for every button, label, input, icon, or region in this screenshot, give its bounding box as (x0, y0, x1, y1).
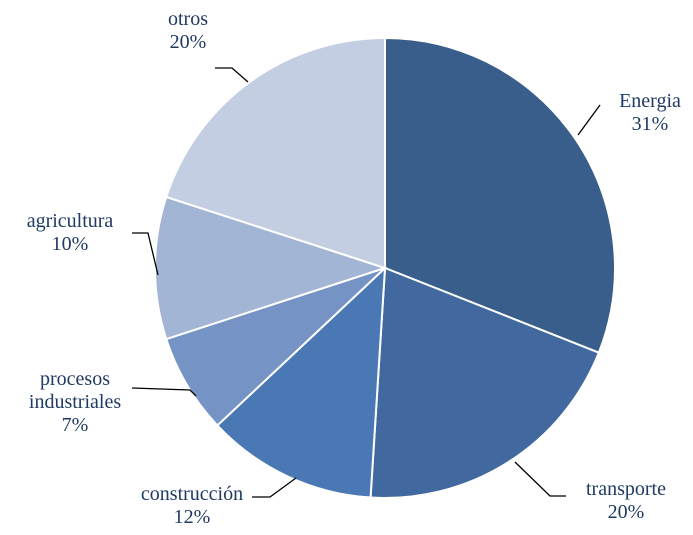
leader-line (132, 232, 159, 276)
leader-line (131, 387, 197, 397)
percent-label: 20% (607, 501, 645, 523)
category-name: agricultura (26, 210, 114, 232)
percent-label: 7% (61, 414, 89, 436)
category-name: transporte (586, 478, 666, 500)
percent-label: 12% (173, 506, 211, 528)
leader-line (577, 104, 601, 136)
leader-line (252, 477, 297, 498)
pie-slice (164, 36, 386, 270)
category-name: Energia (619, 90, 681, 112)
category-name: construcción (140, 483, 244, 505)
category-name: otros (168, 8, 208, 30)
pie-slice (215, 265, 387, 499)
percent-label: 31% (631, 113, 669, 135)
pie-slice (369, 266, 601, 499)
pie-slice (384, 36, 616, 354)
slice-label: otros 20% (148, 8, 228, 54)
pie-slice (164, 267, 386, 427)
leader-line (215, 67, 249, 83)
category-name: procesos industriales (28, 368, 122, 413)
slice-label: agricultura 10% (5, 210, 135, 256)
slice-label: Energia 31% (595, 90, 693, 136)
percent-label: 20% (169, 31, 207, 53)
percent-label: 10% (51, 233, 89, 255)
slice-label: procesos industriales 7% (10, 368, 140, 437)
leader-line (514, 461, 566, 497)
pie-slice (154, 195, 389, 341)
slice-label: transporte 20% (566, 478, 686, 524)
slice-label: construcción 12% (112, 483, 272, 529)
